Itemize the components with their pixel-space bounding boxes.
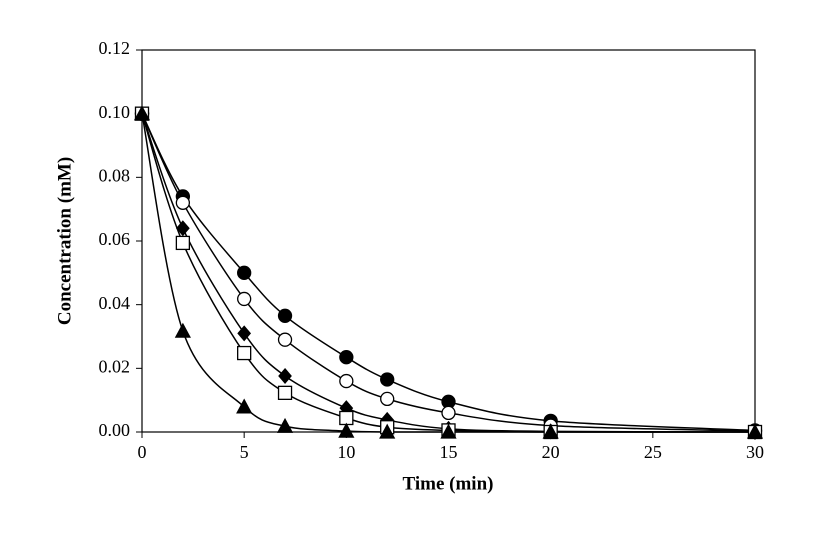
marker (379, 423, 396, 439)
marker (277, 308, 293, 323)
marker (277, 332, 293, 347)
series-line (141, 113, 756, 432)
marker (176, 220, 190, 237)
x-axis-title: Time (min) (403, 473, 494, 494)
marker (441, 405, 456, 421)
y-tick-label: 0.10 (99, 102, 131, 122)
x-tick-label: 5 (240, 442, 249, 462)
marker (237, 345, 252, 361)
y-tick-label: 0.04 (99, 293, 131, 313)
series-line (141, 113, 755, 433)
y-tick-label: 0.12 (99, 38, 131, 58)
marker (339, 373, 354, 389)
x-tick-label: 15 (440, 442, 458, 462)
plot-frame (141, 49, 756, 433)
marker (339, 410, 354, 426)
x-tick-label: 30 (746, 442, 764, 462)
series-line (141, 113, 756, 433)
marker (236, 398, 253, 414)
marker (339, 350, 354, 365)
x-tick-label: 10 (337, 442, 355, 462)
marker (237, 325, 252, 342)
marker (277, 385, 293, 400)
series-line (141, 113, 756, 433)
y-tick-label: 0.02 (99, 356, 131, 376)
marker (175, 195, 191, 210)
series-line (141, 113, 756, 432)
marker (746, 423, 764, 439)
x-tick-label: 0 (138, 442, 147, 462)
marker (237, 265, 252, 280)
marker (338, 422, 355, 438)
x-tick-label: 20 (542, 442, 560, 462)
y-tick-label: 0.00 (99, 420, 131, 440)
marker (133, 105, 151, 121)
marker (380, 391, 395, 407)
y-tick-label: 0.06 (99, 229, 131, 249)
marker (542, 423, 559, 439)
marker (175, 235, 191, 251)
marker (278, 367, 292, 384)
marker (440, 423, 457, 439)
marker (237, 291, 252, 307)
y-tick-label: 0.08 (99, 165, 131, 185)
marker (174, 322, 191, 338)
x-tick-label: 25 (644, 442, 662, 462)
y-axis-title: Concentration (mM) (54, 157, 75, 325)
marker (276, 417, 294, 433)
marker (380, 372, 395, 387)
